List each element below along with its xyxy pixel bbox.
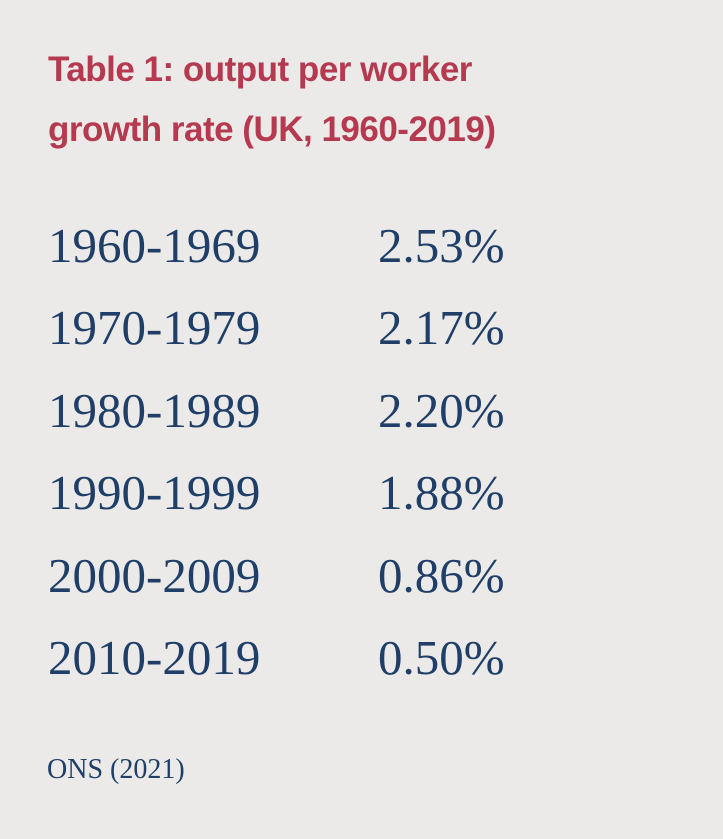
table-row: 1960-1969 2.53% bbox=[48, 204, 505, 287]
growth-rate: 1.88% bbox=[378, 465, 505, 521]
growth-rate: 2.20% bbox=[378, 382, 505, 438]
source-note: ONS (2021) bbox=[47, 754, 185, 785]
growth-rate: 2.53% bbox=[378, 217, 505, 273]
table-title: Table 1: output per worker growth rate (… bbox=[48, 50, 496, 149]
growth-rate: 2.17% bbox=[378, 300, 505, 356]
table-row: 1990-1999 1.88% bbox=[48, 452, 505, 535]
table-row: 1970-1979 2.17% bbox=[48, 287, 505, 370]
growth-rate: 0.86% bbox=[378, 547, 505, 603]
table-row: 1980-1989 2.20% bbox=[48, 369, 505, 452]
table-row: 2000-2009 0.86% bbox=[48, 534, 505, 617]
table-row: 2010-2019 0.50% bbox=[48, 617, 505, 700]
period: 1960-1969 bbox=[48, 217, 261, 273]
growth-rate: 0.50% bbox=[378, 630, 505, 686]
period: 2000-2009 bbox=[48, 547, 261, 603]
period: 2010-2019 bbox=[48, 630, 261, 686]
period: 1970-1979 bbox=[48, 300, 261, 356]
growth-table: 1960-1969 2.53% 1970-1979 2.17% 1980-1989 2.2… bbox=[48, 204, 505, 699]
period: 1980-1989 bbox=[48, 382, 261, 438]
period: 1990-1999 bbox=[48, 465, 261, 521]
